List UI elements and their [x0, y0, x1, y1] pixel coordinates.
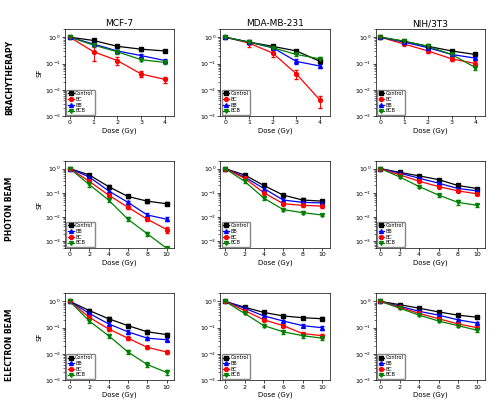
Legend: Control, BB, BC, BCB: Control, BB, BC, BCB	[222, 222, 250, 247]
Text: BRACHYTHERAPY: BRACHYTHERAPY	[6, 40, 15, 115]
Y-axis label: SF: SF	[36, 69, 42, 77]
Legend: Control, BB, BC, BCB: Control, BB, BC, BCB	[66, 354, 94, 379]
Title: MDA-MB-231: MDA-MB-231	[246, 20, 304, 28]
Y-axis label: SF: SF	[36, 201, 42, 209]
X-axis label: Dose (Gy): Dose (Gy)	[102, 127, 137, 134]
Legend: Control, BB, BC, BCB: Control, BB, BC, BCB	[377, 354, 405, 379]
Y-axis label: SF: SF	[36, 333, 42, 341]
X-axis label: Dose (Gy): Dose (Gy)	[102, 392, 137, 398]
X-axis label: Dose (Gy): Dose (Gy)	[413, 260, 448, 266]
Legend: Control, BC, BB, BCB: Control, BC, BB, BCB	[377, 89, 405, 115]
Title: NIH/3T3: NIH/3T3	[412, 20, 448, 28]
X-axis label: Dose (Gy): Dose (Gy)	[258, 260, 292, 266]
X-axis label: Dose (Gy): Dose (Gy)	[258, 127, 292, 134]
Text: PHOTON BEAM: PHOTON BEAM	[6, 177, 15, 241]
Legend: Control, BB, BC, BCB: Control, BB, BC, BCB	[222, 354, 250, 379]
Legend: Control, BC, BB, BCB: Control, BC, BB, BCB	[66, 89, 94, 115]
X-axis label: Dose (Gy): Dose (Gy)	[258, 392, 292, 398]
Legend: Control, BC, BB, BCB: Control, BC, BB, BCB	[222, 89, 250, 115]
Legend: Control, BB, BC, BCB: Control, BB, BC, BCB	[66, 222, 94, 247]
X-axis label: Dose (Gy): Dose (Gy)	[413, 127, 448, 134]
Text: ELECTRON BEAM: ELECTRON BEAM	[6, 308, 15, 381]
Legend: Control, BB, BC, BCB: Control, BB, BC, BCB	[377, 222, 405, 247]
X-axis label: Dose (Gy): Dose (Gy)	[102, 260, 137, 266]
X-axis label: Dose (Gy): Dose (Gy)	[413, 392, 448, 398]
Title: MCF-7: MCF-7	[106, 20, 134, 28]
